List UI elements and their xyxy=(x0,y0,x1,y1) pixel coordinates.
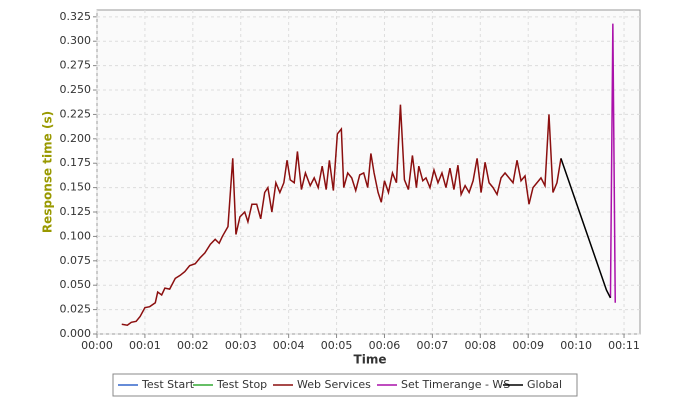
y-tick-label: 0.200 xyxy=(60,132,92,145)
legend-label: Set Timerange - WS xyxy=(401,378,510,391)
x-tick-label: 00:08 xyxy=(464,339,496,352)
legend-box xyxy=(112,373,578,397)
y-tick-label: 0.000 xyxy=(60,327,92,340)
y-axis-title: Response time (s) xyxy=(41,111,55,233)
y-tick-label: 0.100 xyxy=(60,229,92,242)
x-tick-label: 00:01 xyxy=(129,339,161,352)
x-tick-label: 00:04 xyxy=(273,339,305,352)
legend-label: Global xyxy=(527,378,562,391)
y-tick-label: 0.275 xyxy=(60,59,92,72)
legend-label: Web Services xyxy=(297,378,371,391)
x-tick-label: 00:11 xyxy=(608,339,640,352)
series-line xyxy=(560,158,612,299)
y-tick-label: 0.050 xyxy=(60,278,92,291)
x-tick-label: 00:09 xyxy=(512,339,544,352)
y-tick-label: 0.250 xyxy=(60,83,92,96)
x-tick-label: 00:10 xyxy=(560,339,592,352)
legend-label: Test Start xyxy=(141,378,195,391)
y-tick-label: 0.325 xyxy=(60,10,92,23)
x-axis-title: Time xyxy=(354,353,387,367)
x-tick-label: 00:02 xyxy=(177,339,209,352)
y-tick-label: 0.075 xyxy=(60,254,92,267)
x-tick-label: 00:00 xyxy=(81,339,113,352)
y-tick-label: 0.125 xyxy=(60,205,92,218)
x-tick-label: 00:06 xyxy=(369,339,401,352)
x-tick-label: 00:03 xyxy=(225,339,257,352)
y-tick-label: 0.025 xyxy=(60,303,92,316)
x-tick-label: 00:07 xyxy=(417,339,449,352)
legend-label: Test Stop xyxy=(216,378,267,391)
y-tick-label: 0.150 xyxy=(60,181,92,194)
y-tick-label: 0.225 xyxy=(60,107,92,120)
y-tick-label: 0.175 xyxy=(60,156,92,169)
x-tick-label: 00:05 xyxy=(321,339,353,352)
series-line xyxy=(609,23,616,303)
y-tick-label: 0.300 xyxy=(60,34,92,47)
series-line xyxy=(121,104,562,327)
